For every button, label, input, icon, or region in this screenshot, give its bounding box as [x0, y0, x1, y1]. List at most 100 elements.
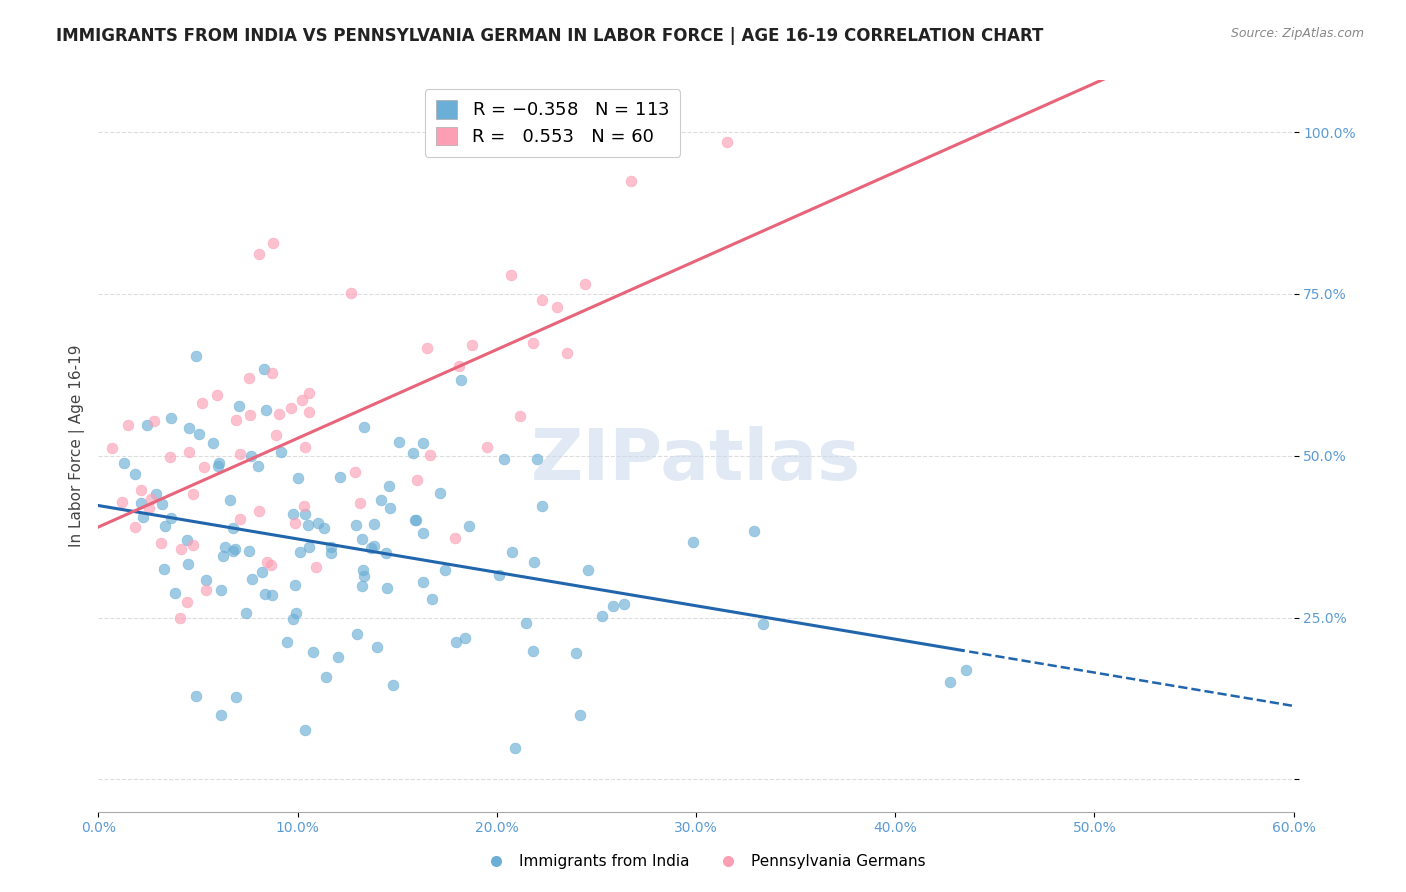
Point — [557, 346, 579, 360]
Point — [214, 540, 236, 554]
Point — [159, 410, 181, 425]
Point — [159, 450, 181, 465]
Point — [291, 393, 314, 408]
Point — [247, 504, 270, 518]
Point — [219, 493, 242, 508]
Point — [363, 517, 385, 532]
Point — [181, 538, 204, 552]
Point — [444, 531, 467, 545]
Text: Source: ZipAtlas.com: Source: ZipAtlas.com — [1230, 27, 1364, 40]
Point — [401, 446, 423, 460]
Point — [350, 532, 373, 546]
Point — [955, 663, 977, 677]
Point — [526, 452, 548, 467]
Point — [576, 563, 599, 577]
Point — [419, 448, 441, 462]
Point — [190, 396, 212, 410]
Point — [290, 544, 312, 558]
Point — [281, 507, 304, 521]
Point — [195, 583, 218, 598]
Point — [326, 649, 349, 664]
Point — [284, 516, 307, 530]
Point — [294, 440, 316, 454]
Point — [207, 388, 229, 402]
Point — [235, 606, 257, 620]
Point — [416, 341, 439, 355]
Point — [420, 591, 443, 606]
Point — [117, 417, 139, 432]
Point — [184, 349, 207, 363]
Point — [264, 427, 287, 442]
Point — [239, 408, 262, 422]
Point — [363, 539, 385, 553]
Point — [285, 607, 308, 621]
Point — [404, 513, 426, 527]
Point — [522, 644, 544, 658]
Point — [240, 449, 263, 463]
Point — [222, 521, 245, 535]
Y-axis label: In Labor Force | Age 16-19: In Labor Force | Age 16-19 — [69, 344, 84, 548]
Point — [222, 544, 245, 558]
Point — [132, 509, 155, 524]
Point — [247, 459, 270, 474]
Point — [209, 707, 232, 722]
Point — [444, 635, 467, 649]
Point — [501, 545, 523, 559]
Point — [370, 493, 392, 508]
Point — [176, 533, 198, 548]
Point — [522, 336, 544, 351]
Point — [194, 573, 217, 587]
Point — [159, 511, 181, 525]
Point — [682, 534, 704, 549]
Point — [254, 403, 277, 417]
Point — [412, 435, 434, 450]
Point — [381, 678, 404, 692]
Point — [509, 409, 531, 423]
Point — [344, 518, 367, 533]
Point — [209, 583, 232, 598]
Point — [240, 572, 263, 586]
Point — [176, 557, 198, 571]
Point — [429, 486, 451, 500]
Point — [260, 588, 283, 602]
Point — [100, 442, 122, 456]
Point — [249, 247, 271, 261]
Point — [321, 540, 343, 554]
Point — [565, 647, 588, 661]
Point — [307, 516, 329, 530]
Point — [211, 549, 233, 563]
Point — [292, 499, 315, 513]
Point — [298, 540, 321, 554]
Legend: R = $-$0.358   N = 113, R =   0.553   N = 60: R = $-$0.358 N = 113, R = 0.553 N = 60 — [425, 89, 681, 157]
Point — [256, 555, 278, 569]
Point — [412, 574, 434, 589]
Point — [449, 359, 471, 373]
Point — [531, 499, 554, 513]
Point — [349, 496, 371, 510]
Point — [405, 513, 427, 527]
Point — [433, 563, 456, 577]
Point — [591, 608, 613, 623]
Point — [225, 690, 247, 704]
Point — [253, 587, 276, 601]
Point — [124, 467, 146, 481]
Point — [454, 632, 477, 646]
Point — [477, 440, 499, 454]
Point — [111, 495, 134, 509]
Point — [184, 690, 207, 704]
Point — [143, 414, 166, 428]
Point — [344, 466, 367, 480]
Point — [284, 578, 307, 592]
Point — [457, 519, 479, 533]
Point — [112, 456, 135, 470]
Point — [179, 445, 201, 459]
Point — [129, 483, 152, 497]
Point — [751, 616, 773, 631]
Point — [188, 427, 211, 442]
Point — [294, 723, 316, 738]
Point — [380, 500, 402, 515]
Point — [305, 560, 328, 574]
Point — [412, 525, 434, 540]
Point — [377, 581, 399, 595]
Point — [136, 417, 159, 432]
